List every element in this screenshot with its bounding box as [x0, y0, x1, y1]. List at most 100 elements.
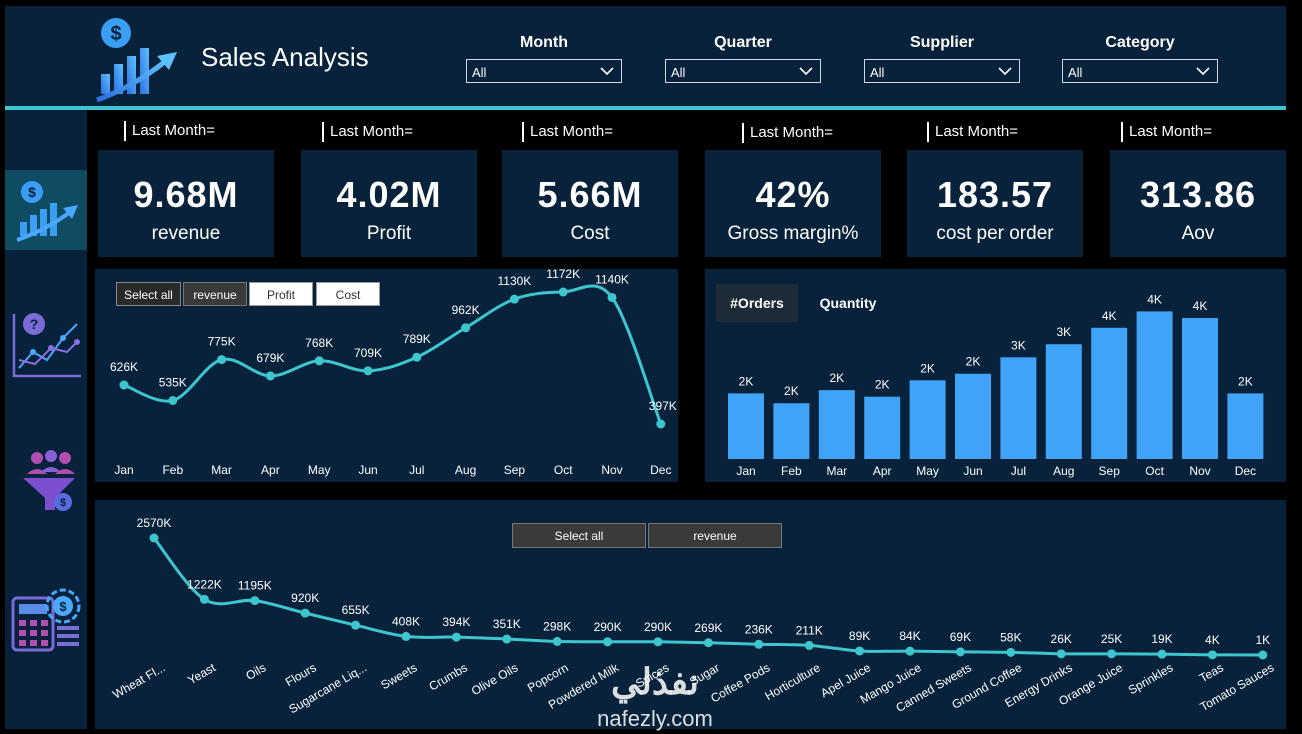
data-point — [461, 323, 471, 333]
data-label: 397K — [649, 399, 677, 413]
data-point — [1107, 649, 1117, 659]
data-label: 1172K — [546, 269, 580, 281]
x-tick-label: Jan — [736, 464, 755, 478]
data-label: 269K — [694, 621, 722, 635]
data-point — [552, 636, 562, 646]
x-tick-label: Sweets — [378, 660, 419, 692]
filter-quarter-value: All — [671, 65, 686, 80]
filter-month: Month All — [466, 34, 622, 83]
header-divider — [5, 106, 1286, 110]
bar — [955, 373, 991, 459]
kpi-cost-per-order-value: 183.57 — [936, 174, 1054, 215]
data-label: 789K — [403, 332, 431, 346]
data-point — [451, 632, 461, 642]
x-tick-label: Mar — [826, 464, 847, 478]
data-point — [905, 646, 915, 656]
customer-funnel-icon[interactable]: $ — [17, 448, 77, 514]
data-point — [703, 638, 713, 648]
select-all-button[interactable]: Select all — [116, 282, 181, 306]
data-label: 236K — [745, 622, 773, 636]
bar-value-label: 3K — [1011, 338, 1026, 352]
monthly-orders-bar-chart: 2K Jan 2K Feb 2K Mar 2K Apr 2K May 2K Jun 3K Jul 3K Aug… — [728, 292, 1264, 478]
data-label: 679K — [256, 351, 284, 365]
kpi-revenue-value: 9.68M — [133, 174, 239, 215]
data-label: 408K — [392, 614, 420, 628]
sidebar: $ ? $ — [5, 110, 87, 729]
bar-value-label: 4K — [1147, 292, 1162, 306]
kpi-profit-name: Profit — [366, 223, 412, 244]
bar — [1182, 317, 1218, 459]
kpi-cost-per-order-name: cost per order — [936, 223, 1054, 244]
data-label: 962K — [452, 303, 480, 317]
x-tick-label: May — [916, 464, 939, 478]
filter-month-label: Month — [520, 34, 568, 51]
filter-supplier-value: All — [870, 65, 885, 80]
filter-quarter-label: Quarter — [714, 34, 772, 51]
data-label: 1195K — [238, 579, 272, 593]
filter-supplier-select[interactable]: All — [864, 59, 1020, 83]
kpi-card-aov: 313.86 Aov — [1110, 150, 1286, 257]
kpi-margin-value: 42% — [755, 174, 831, 215]
tab-orders[interactable]: #Orders — [716, 284, 798, 322]
svg-text:$: $ — [59, 599, 67, 614]
calculator-icon[interactable]: $ — [11, 584, 83, 654]
bar-value-label: 4K — [1193, 299, 1208, 313]
product-revenue-button[interactable]: revenue — [648, 523, 782, 548]
sidebar-item-sales[interactable]: $ — [5, 170, 87, 250]
bar — [1000, 357, 1037, 459]
bar — [1227, 393, 1264, 459]
kpi-cost-value: 5.66M — [537, 174, 643, 215]
profit-toggle-button[interactable]: Profit — [249, 282, 313, 306]
filter-category-label: Category — [1105, 34, 1175, 51]
filter-category-select[interactable]: All — [1062, 59, 1218, 83]
data-point — [217, 355, 227, 365]
x-tick-label: Jul — [409, 463, 424, 477]
kpi-revenue-caption: Last Month= — [124, 121, 215, 141]
filter-quarter-select[interactable]: All — [665, 59, 821, 83]
data-label: 1K — [1255, 633, 1270, 647]
filter-month-select[interactable]: All — [466, 59, 622, 83]
data-point — [1157, 649, 1167, 659]
tab-quantity[interactable]: Quantity — [819, 295, 877, 311]
x-tick-label: Wheat Fl... — [110, 660, 167, 701]
x-tick-label: Sugar — [687, 660, 722, 688]
kpi-card-profit: 4.02M Profit — [301, 150, 477, 257]
x-tick-label: Spices — [633, 660, 671, 690]
data-point — [351, 620, 361, 630]
header: $ Sales Analysis Month All Quarter All S… — [5, 6, 1286, 106]
x-tick-label: Oils — [243, 660, 268, 682]
x-tick-label: Yeast — [185, 660, 218, 687]
svg-text:$: $ — [110, 23, 121, 45]
data-point — [558, 287, 568, 297]
data-point — [754, 639, 764, 649]
bar-value-label: 4K — [1102, 309, 1117, 323]
filter-supplier: Supplier All — [864, 34, 1020, 83]
revenue-toggle-button[interactable]: revenue — [183, 282, 247, 306]
x-tick-label: Dec — [1235, 464, 1256, 478]
cost-toggle-button[interactable]: Cost — [316, 282, 380, 306]
data-label: 920K — [291, 591, 319, 605]
bar — [1045, 344, 1082, 459]
bar-value-label: 2K — [1238, 374, 1253, 388]
chevron-down-icon — [600, 67, 614, 76]
data-point — [653, 637, 663, 647]
kpi-margin-name: Gross margin% — [727, 223, 859, 244]
x-tick-label: Teas — [1197, 660, 1226, 685]
bar — [728, 393, 764, 459]
x-tick-label: Flours — [283, 660, 319, 689]
kpi-aov-value: 313.86 — [1139, 174, 1257, 215]
kpi-card-margin: 42% Gross margin% — [705, 150, 881, 257]
x-tick-label: Aug — [455, 463, 476, 477]
x-tick-label: Jun — [358, 463, 377, 477]
kpi-margin-caption: Last Month= — [742, 123, 833, 143]
analytics-chart-icon[interactable]: ? — [11, 310, 83, 382]
svg-text:?: ? — [30, 316, 39, 332]
bar — [909, 380, 946, 459]
data-point — [1006, 647, 1016, 657]
product-select-all-button[interactable]: Select all — [512, 523, 646, 548]
data-point — [855, 646, 865, 656]
bar — [818, 390, 855, 459]
kpi-cost-per-order-caption: Last Month= — [927, 122, 1018, 142]
kpi-cost-name: Cost — [570, 223, 610, 244]
data-label: 58K — [1000, 630, 1021, 644]
